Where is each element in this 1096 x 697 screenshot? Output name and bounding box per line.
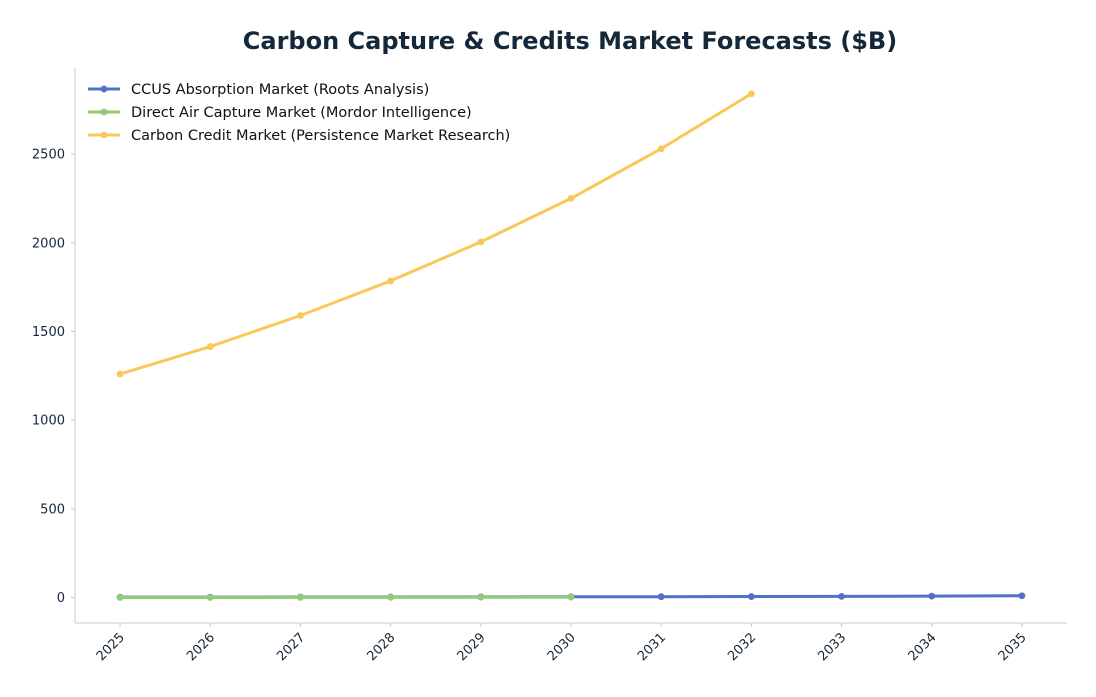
chart-title: Carbon Capture & Credits Market Forecast… [243,27,897,55]
y-axis-ticks: 0 500 1000 1500 2000 2500 [32,148,75,606]
legend-item: Carbon Credit Market (Persistence Market… [88,128,510,144]
x-tick-label: 2035 [996,630,1030,664]
legend-item: Direct Air Capture Market (Mordor Intell… [88,105,472,121]
data-point [297,312,304,319]
series-1 [116,593,575,601]
data-point [747,90,755,98]
y-tick-label: 1500 [32,325,65,340]
y-tick-label: 2000 [32,236,65,251]
x-tick-label: 2026 [184,630,218,664]
x-tick-label: 2033 [815,630,849,664]
legend-label: Carbon Credit Market (Persistence Market… [131,128,510,144]
data-point [657,593,665,601]
data-point [747,593,755,600]
data-point [116,370,124,378]
data-point [477,238,485,246]
legend-swatch-marker [100,108,108,116]
legend-label: CCUS Absorption Market (Roots Analysis) [131,82,429,98]
data-point [206,594,214,601]
x-tick-label: 2031 [635,630,669,664]
data-point [657,145,665,153]
data-point [387,277,395,285]
x-tick-label: 2029 [455,630,489,664]
y-tick-label: 0 [57,591,65,606]
x-tick-label: 2030 [545,630,579,664]
y-tick-label: 500 [40,502,65,517]
y-tick-label: 2500 [32,148,65,163]
y-tick-label: 1000 [32,414,65,429]
legend-swatch-marker [100,131,108,139]
data-point [206,343,214,350]
data-point [928,592,936,600]
data-point [387,593,395,601]
x-tick-label: 2028 [364,630,398,664]
data-point [567,195,575,202]
x-tick-label: 2025 [94,630,128,664]
series-line [118,92,753,376]
data-point [477,593,485,601]
legend-item: CCUS Absorption Market (Roots Analysis) [88,82,429,98]
x-axis-ticks: 2025 2026 2027 2028 2029 2030 2031 2032 2033 2034… [94,623,1030,664]
series-2 [116,90,755,378]
legend: CCUS Absorption Market (Roots Analysis) D… [88,82,510,144]
x-tick-label: 2027 [274,630,308,664]
x-tick-label: 2034 [906,630,940,664]
legend-swatch-marker [100,85,108,93]
data-point [838,592,845,600]
data-point [116,594,124,601]
x-tick-label: 2032 [725,630,759,664]
data-point [297,594,304,601]
data-point [1018,592,1026,600]
data-point [567,593,575,601]
legend-label: Direct Air Capture Market (Mordor Intell… [131,105,472,121]
series-layer [116,90,1026,601]
